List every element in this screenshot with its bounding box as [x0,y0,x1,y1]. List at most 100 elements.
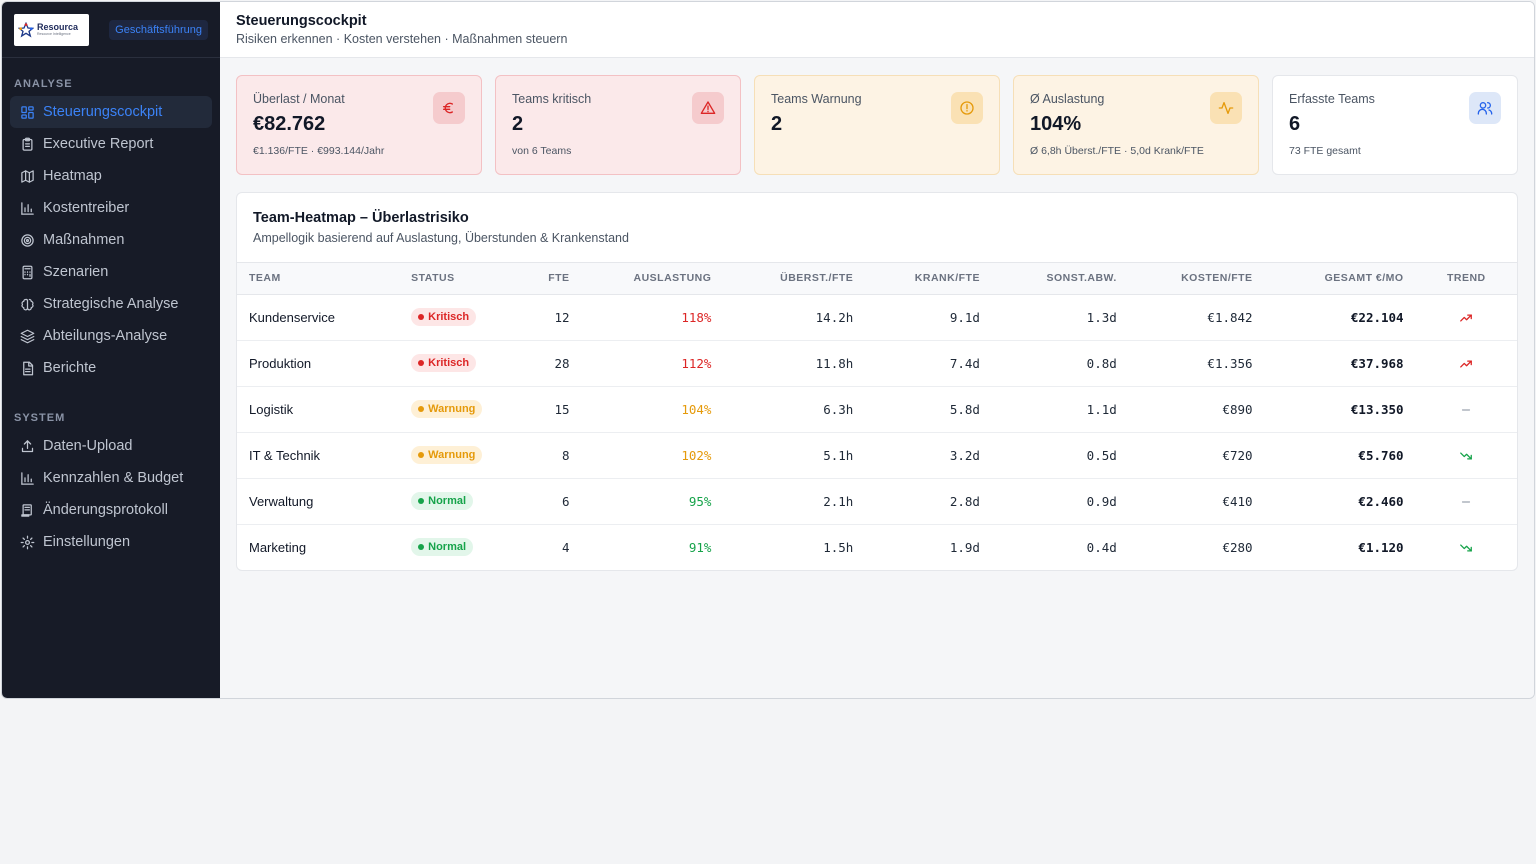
trend-flat-icon [1462,501,1471,503]
heatmap-title: Team-Heatmap – Überlastrisiko [253,210,469,226]
cell-team: Logistik [237,386,400,433]
cell-other-absence: 0.8d [991,340,1129,387]
cell-trend [1416,524,1517,570]
sidebar-item-berichte[interactable]: Berichte [10,352,212,384]
sidebar-item-daten-upload[interactable]: Daten-Upload [10,430,212,462]
table-row[interactable]: Produktion Kritisch 28 112% 11.8h 7.4d 0.8d €1.… [237,340,1517,387]
table-row[interactable]: Kundenservice Kritisch 12 118% 14.2h 9.1d 1.3d… [237,294,1517,341]
kpi-card-auslastung: Ø Auslastung 104% Ø 6,8h Überst./FTE · 5,0… [1013,75,1259,175]
status-label: Warnung [428,403,476,415]
kpi-card-teams-kritisch: Teams kritisch 2 von 6 Teams [495,75,741,175]
upload-icon [21,439,34,452]
table-row[interactable]: Logistik Warnung 15 104% 6.3h 5.8d 1.1d €890 €13… [237,386,1517,433]
sidebar-item-label: Szenarien [43,264,109,280]
cell-utilization: 95% [581,478,724,525]
sidebar-item-label: Executive Report [43,136,154,152]
kpi-label: Überlast / Monat [253,92,345,106]
cell-cost-per-fte: €1.356 [1128,340,1265,387]
sidebar-item-label: Daten-Upload [43,438,133,454]
trend-up-icon [1460,360,1473,368]
column-header-uberst-fte[interactable]: ÜBERST./FTE [723,263,866,295]
cell-cost-per-fte: €410 [1128,478,1265,525]
sidebar-item-massnahmen[interactable]: Maßnahmen [10,224,212,256]
history-icon [21,503,32,517]
table-row[interactable]: Verwaltung Normal 6 95% 2.1h 2.8d 0.9d €410 €2.4… [237,478,1517,525]
cell-team: Marketing [249,539,307,555]
main-content: Steuerungscockpit Risiken erkennen · Kos… [220,2,1534,698]
sidebar-item-kostentreiber[interactable]: Kostentreiber [10,192,212,224]
logo[interactable]: Resourca Resource Intelligence [14,13,89,46]
status-badge: Kritisch [411,308,477,326]
heatmap-card-header: Team-Heatmap – Überlastrisiko Ampellogik… [237,193,1517,263]
role-badge[interactable]: Geschäftsführung [109,19,208,40]
sidebar-item-abteilungs-analyse[interactable]: Abteilungs-Analyse [10,320,212,352]
cell-fte: 15 [510,386,582,433]
cell-cost-per-fte: €890 [1128,386,1265,433]
column-header-kosten-fte[interactable]: KOSTEN/FTE [1128,263,1265,295]
cell-sick: 3.2d [865,432,992,479]
kpi-value: 6 [1289,113,1301,135]
status-label: Normal [428,541,467,554]
cell-total: €13.350 [1264,386,1416,433]
kpi-value: €82.762 [253,113,326,135]
table-body: Kundenservice Kritisch 12 118% 14.2h 9.1d 1.3d… [237,294,1517,570]
cell-overtime: 6.3h [723,386,866,433]
column-header-team[interactable]: TEAM [237,263,400,295]
status-dot [418,360,425,366]
cell-trend [1415,386,1517,433]
cell-overtime: 5.1h [723,432,866,479]
column-header-fte[interactable]: FTE [510,263,582,295]
column-header-krank-fte[interactable]: KRANK/FTE [865,263,992,295]
sidebar-item-heatmap[interactable]: Heatmap [10,160,212,192]
kpi-value: 2 [512,113,524,135]
bar-chart-icon [21,471,34,485]
column-header-sonst-abw[interactable]: SONST.ABW. [991,263,1129,295]
cell-sick: 9.1d [865,294,992,341]
status-badge: Warnung [411,446,483,464]
column-header-gesamt-mo[interactable]: GESAMT €/MO [1264,263,1416,295]
column-header-trend[interactable]: TREND [1415,263,1517,295]
table-header-row: TEAM STATUS FTE AUSLASTUNG ÜBERST./FTE KRANK/… [237,263,1517,295]
users-icon [1469,92,1501,124]
sidebar-item-label: Einstellungen [43,534,131,550]
sidebar-item-einstellungen[interactable]: Einstellungen [10,526,212,558]
page-subtitle: Risiken erkennen · Kosten verstehen · Ma… [236,32,568,46]
status-badge: Warnung [411,400,483,418]
status-label: Kritisch [428,311,470,323]
alert-triangle-icon [692,92,724,124]
logo-tagline: Resource Intelligence [37,31,71,36]
column-header-auslastung[interactable]: AUSLASTUNG [581,263,724,295]
column-header-status[interactable]: STATUS [399,263,511,295]
heatmap-card: Team-Heatmap – Überlastrisiko Ampellogik… [236,192,1518,571]
cell-overtime: 11.8h [723,340,866,387]
status-label: Kritisch [428,357,470,369]
cell-status: Kritisch [399,294,511,341]
sidebar-item-executive-report[interactable]: Executive Report [10,128,212,160]
sidebar-item-label: Heatmap [43,168,102,184]
bar-chart-icon [21,201,34,215]
sidebar-item-label: Abteilungs-Analyse [43,328,168,344]
sidebar-item-szenarien[interactable]: Szenarien [10,256,212,288]
cell-team: IT & Technik [237,432,400,479]
sidebar-header: Resourca Resource Intelligence Geschäfts… [2,2,220,58]
cell-team: Kundenservice [237,294,400,341]
kpi-row: Überlast / Monat €82.762 €1.136/FTE · €993… [220,58,1534,175]
kpi-subtext: Ø 6,8h Überst./FTE · 5,0d Krank/FTE [1030,145,1204,157]
sidebar-item-anderungsprotokoll[interactable]: Änderungsprotokoll [10,494,212,526]
cell-trend [1415,432,1517,479]
sidebar: Resourca Resource Intelligence Geschäfts… [2,2,220,698]
kpi-card-erfasste-teams: Erfasste Teams 6 73 FTE gesamt [1272,75,1518,175]
sidebar-item-strategische-analyse[interactable]: Strategische Analyse [10,288,212,320]
cell-fte: 12 [510,294,582,341]
cell-sick: 5.8d [865,386,992,433]
table-row[interactable]: IT & Technik Warnung 8 102% 5.1h 3.2d 0.5d €720… [237,432,1517,479]
cell-status: Warnung [399,432,511,479]
map-icon [21,169,34,183]
sidebar-item-steuerungscockpit[interactable]: Steuerungscockpit [10,96,212,128]
sidebar-item-kennzahlen-budget[interactable]: Kennzahlen & Budget [10,462,212,494]
sidebar-item-label: Kostentreiber [43,200,130,216]
cell-utilization: 102% [581,432,724,479]
kpi-subtext: von 6 Teams [512,145,572,157]
table-row[interactable]: Marketing Normal 4 91% 1.5h 1.9d 0.4d €280 €1.12… [237,524,1517,570]
kpi-label: Erfasste Teams [1289,92,1375,106]
